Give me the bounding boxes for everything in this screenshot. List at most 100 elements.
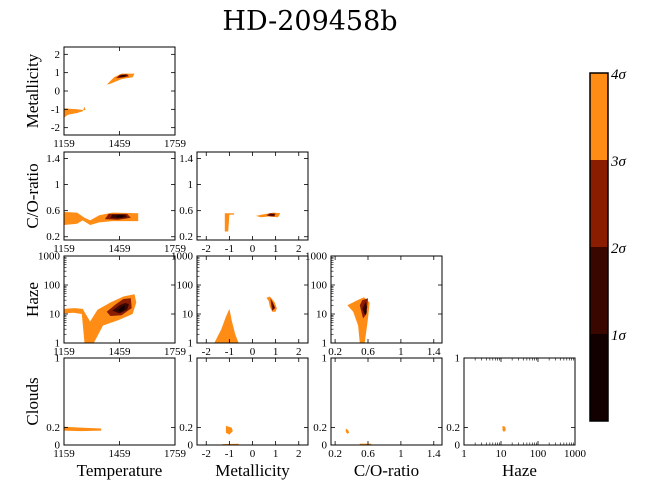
row-label-metallicity: Metallicity <box>23 53 42 128</box>
x-tick-label: 2 <box>296 448 302 460</box>
x-tick-label: 1 <box>273 346 279 358</box>
panel-frame <box>196 151 309 241</box>
panel-co_ratio-vs-clouds: 0.2 0.6 1 1.400.21 <box>313 353 443 460</box>
y-tick-label: 10 <box>182 309 194 321</box>
x-tick-label: -1 <box>225 346 234 358</box>
panel-frame <box>196 255 309 344</box>
x-tick-label: 100 <box>530 448 547 460</box>
row-label-clouds: Clouds <box>23 377 42 425</box>
y-tick-label: 0.2 <box>46 422 60 434</box>
x-tick-label: 1759 <box>164 243 187 255</box>
y-tick-label: 10 <box>49 309 61 321</box>
x-tick-label: 1.4 <box>427 448 441 460</box>
panel-metallicity-vs-co_ratio: -2 -1 0 1 2 0.2 0.6 1 1.4 <box>179 151 309 255</box>
contour-region-4sigma <box>345 428 350 434</box>
row-label-haze: Haze <box>23 282 42 317</box>
colorbar-label: 1σ <box>611 328 627 344</box>
x-tick-label: 1000 <box>564 448 587 460</box>
y-tick-label: 1 <box>55 338 61 350</box>
y-tick-label: -2 <box>51 122 60 134</box>
colorbar-label: 4σ <box>611 67 627 83</box>
y-tick-label: 1000 <box>38 251 61 263</box>
x-tick-label: 1 <box>398 448 404 460</box>
x-tick-label: 0.6 <box>361 346 375 358</box>
col-label-temperature: Temperature <box>77 461 163 480</box>
x-tick-label: 1159 <box>53 346 75 358</box>
panel-frame <box>463 357 576 446</box>
x-tick-label: 0.6 <box>361 448 375 460</box>
colorbar-segment <box>590 160 608 247</box>
panel-frame <box>196 357 309 446</box>
panel-frame <box>63 357 176 446</box>
x-tick-label: 0.2 <box>328 346 342 358</box>
panel-haze-vs-clouds: 1 10 100 1000 0 0.2 1 <box>446 353 586 461</box>
figure-title: HD-209458b <box>222 6 398 37</box>
y-tick-label: 1 <box>188 338 194 350</box>
x-tick-label: 1459 <box>109 138 132 150</box>
y-tick-label: 0.2 <box>179 422 193 434</box>
x-tick-label: -2 <box>202 448 211 460</box>
contour-region-4sigma <box>224 213 234 232</box>
row-label-co_ratio: C/O-ratio <box>23 163 42 228</box>
y-tick-label: 1 <box>188 179 194 191</box>
contour-region-4sigma <box>64 426 102 432</box>
y-tick-label: 0 <box>55 86 61 98</box>
x-tick-label: 0 <box>250 243 256 255</box>
panel-frame <box>330 357 443 446</box>
x-tick-label: 1459 <box>109 448 132 460</box>
y-tick-label: 1 <box>55 67 61 79</box>
x-tick-label: 1 <box>273 243 279 255</box>
x-tick-label: -2 <box>202 346 211 358</box>
contour-region-2sigma <box>272 302 275 310</box>
x-tick-label: 1159 <box>53 138 75 150</box>
y-tick-label: 1 <box>322 353 328 365</box>
y-tick-label: 1000 <box>305 251 328 263</box>
contour-region-1sigma <box>116 215 124 218</box>
contour-region-4sigma <box>502 425 506 432</box>
panel-frame <box>63 46 176 136</box>
x-tick-label: 1759 <box>164 448 187 460</box>
y-tick-label: 0 <box>188 440 194 452</box>
y-tick-label: 100 <box>44 280 61 292</box>
x-tick-label: 1159 <box>53 448 75 460</box>
y-tick-label: 1 <box>188 353 194 365</box>
colorbar: 1σ 2σ 3σ 4σ <box>589 67 627 422</box>
x-tick-label: 1.4 <box>427 346 441 358</box>
y-tick-label: 100 <box>177 280 194 292</box>
x-tick-label: 1 <box>273 448 279 460</box>
y-tick-label: 0.2 <box>313 422 327 434</box>
panel-frame <box>63 151 176 241</box>
y-tick-label: 10 <box>316 309 328 321</box>
panel-temperature-vs-clouds: 1159 1459 1759 0 0.2 1 <box>46 353 186 461</box>
contour-region-1sigma <box>121 75 126 77</box>
x-tick-label: 1459 <box>109 346 132 358</box>
y-tick-label: 2 <box>55 49 61 61</box>
x-tick-label: 1 <box>398 346 404 358</box>
panel-co_ratio-vs-haze: 0.2 0.6 1 1.4 1 10 100 1000 <box>305 251 443 358</box>
x-tick-label: 1759 <box>164 138 187 150</box>
x-tick-label: 1159 <box>53 243 75 255</box>
colorbar-segment <box>590 334 608 421</box>
col-label-co_ratio: C/O-ratio <box>354 461 419 480</box>
x-tick-label: -1 <box>225 243 234 255</box>
x-tick-label: 0 <box>250 346 256 358</box>
y-tick-label: 0 <box>55 440 61 452</box>
panel-frame <box>330 255 443 344</box>
x-tick-label: 2 <box>296 243 302 255</box>
panel-temperature-vs-haze: 1159 1459 1759 1 10 100 1000 <box>38 251 187 359</box>
y-tick-label: 1 <box>55 179 61 191</box>
x-tick-label: 0 <box>250 448 256 460</box>
contour-region-4sigma <box>225 425 233 435</box>
y-tick-label: 1.4 <box>179 153 193 165</box>
y-tick-label: 0 <box>322 440 328 452</box>
x-tick-label: 2 <box>296 346 302 358</box>
y-tick-label: 1.4 <box>46 153 60 165</box>
y-tick-label: 0 <box>455 440 461 452</box>
contour-region-2sigma <box>268 213 275 216</box>
y-tick-label: 0.2 <box>179 231 193 243</box>
y-tick-label: 0.2 <box>446 422 460 434</box>
panel-metallicity-vs-clouds: -2 -1 0 1 2 0 0.2 1 <box>179 353 309 460</box>
contour-region-1sigma <box>364 307 367 315</box>
